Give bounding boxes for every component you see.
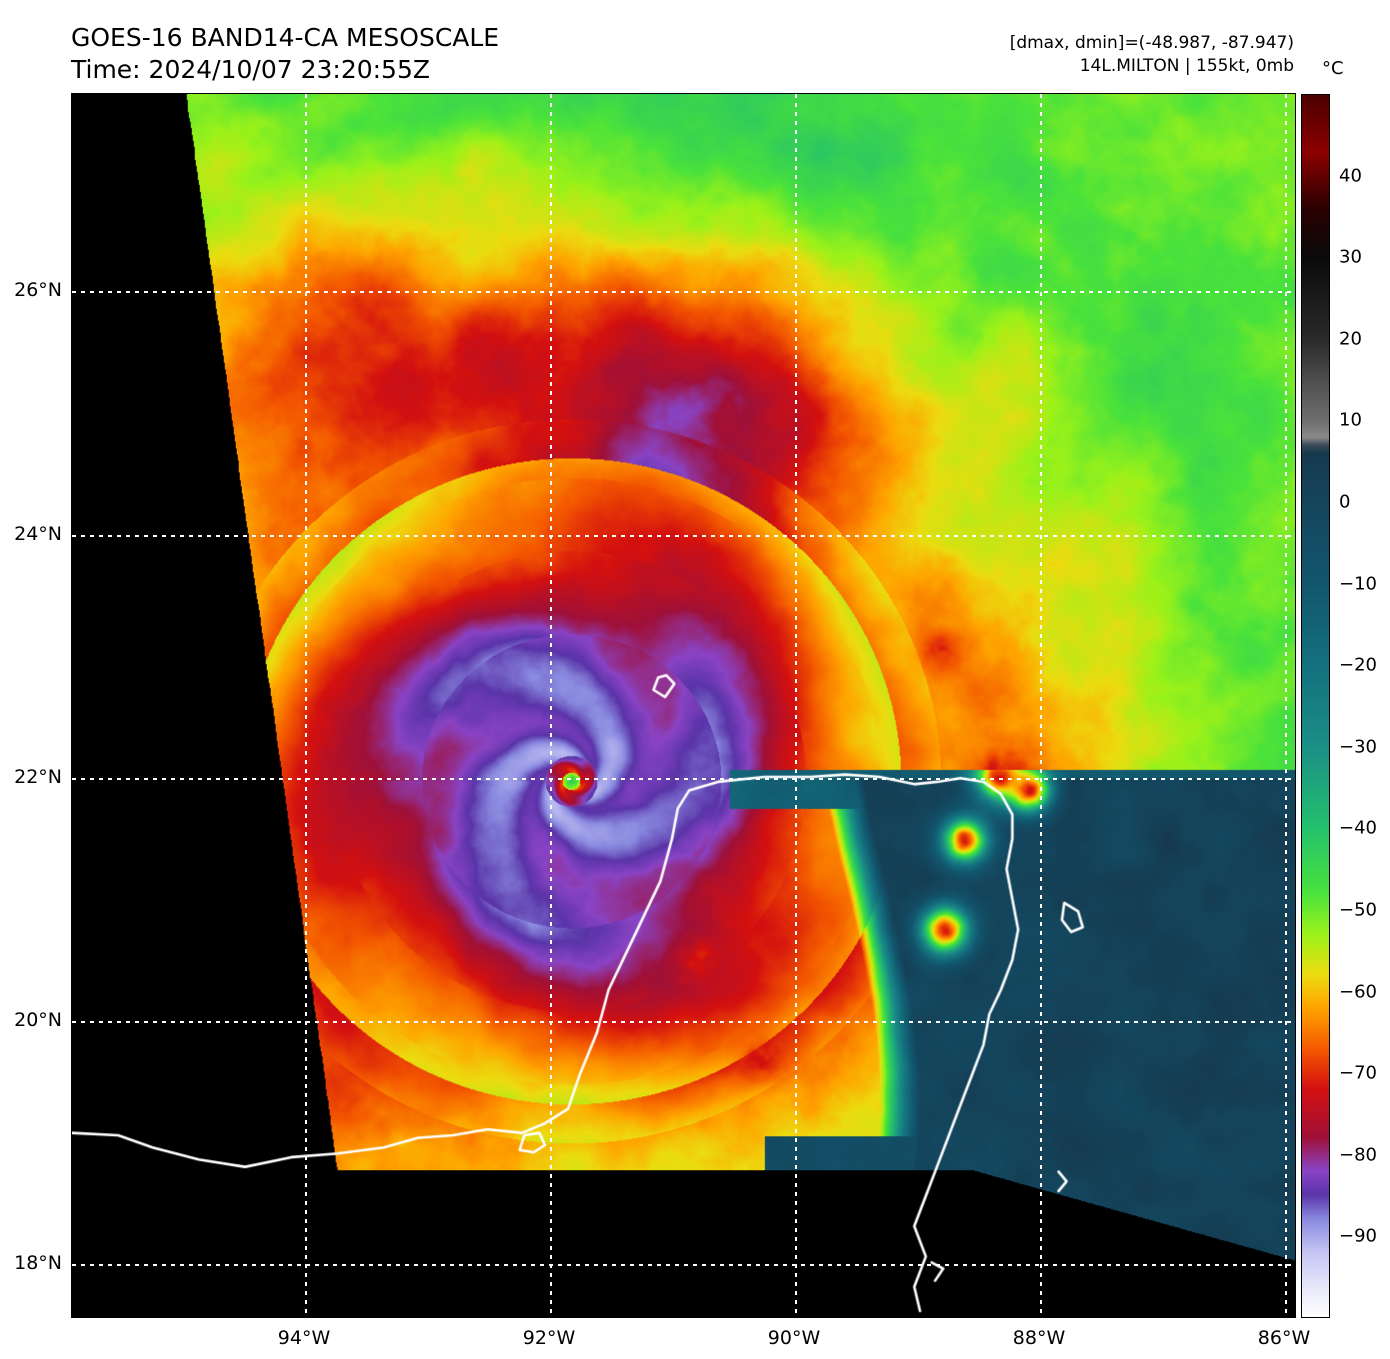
latitude-tick-text: 22°N [14,766,62,788]
colorbar-tick-label: −30 [1339,736,1377,758]
colorbar-tick-label: 20 [1339,328,1362,350]
colorbar-gradient [1302,95,1329,1317]
colorbar-tick-label: 10 [1339,409,1362,431]
colorbar-tick-label: −10 [1339,573,1377,595]
latitude-tick-text: 26°N [14,279,62,301]
colorbar-tick-label: 40 [1339,165,1362,187]
colorbar-tick-label: −80 [1339,1144,1377,1166]
latitude-tick-text: 18°N [14,1252,62,1274]
colorbar-tick-label: −50 [1339,899,1377,921]
header-title-block: GOES-16 BAND14-CA MESOSCALE Time: 2024/1… [71,22,499,86]
longitude-tick-label: 92°W [522,1327,576,1349]
colorbar-tick-label: −90 [1339,1225,1377,1247]
satellite-image-plot: Copyright © 2020-2024 Dapiya [71,93,1296,1318]
header-meta-block: [dmax, dmin]=(-48.987, -87.947) 14L.MILT… [1010,32,1294,78]
longitude-tick-label: 86°W [1257,1327,1311,1349]
colorbar-unit-label: °C [1322,58,1344,79]
satellite-imagery-canvas [72,94,1295,1317]
colorbar-tick-label: −70 [1339,1062,1377,1084]
longitude-tick-label: 88°W [1012,1327,1066,1349]
colorbar-tick-label: 0 [1339,491,1351,513]
colorbar [1301,94,1330,1318]
colorbar-tick-label: −20 [1339,654,1377,676]
longitude-tick-label: 94°W [277,1327,331,1349]
latitude-tick-text: 24°N [14,523,62,545]
dminmax-label: [dmax, dmin]=(-48.987, -87.947) [1009,33,1294,53]
colorbar-tick-label: 30 [1339,246,1362,268]
page-title: GOES-16 BAND14-CA MESOSCALE [71,23,500,52]
colorbar-tick-label: −60 [1339,981,1377,1003]
longitude-tick-label: 90°W [767,1327,821,1349]
colorbar-tick-label: −40 [1339,817,1377,839]
timestamp-label: Time: 2024/10/07 23:20:55Z [71,55,430,84]
latitude-tick-text: 20°N [14,1009,62,1031]
storm-info-label: 14L.MILTON | 155kt, 0mb [1079,56,1294,76]
